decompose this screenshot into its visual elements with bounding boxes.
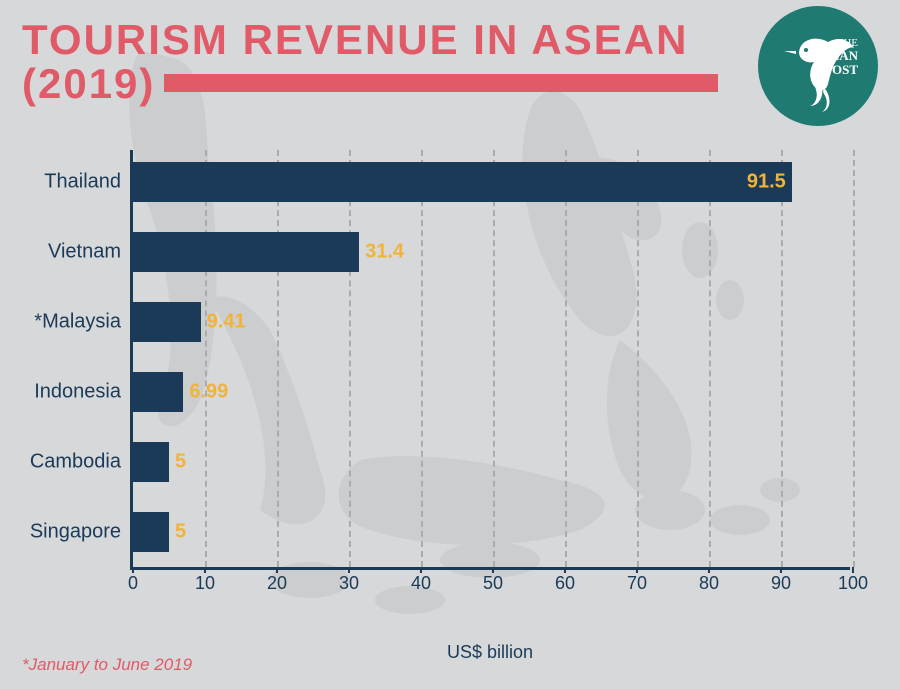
x-tick-label: 10: [195, 573, 215, 594]
bar-row: Vietnam31.4: [133, 232, 359, 272]
x-tick-label: 40: [411, 573, 431, 594]
plot-area: 0102030405060708090100Thailand91.5Vietna…: [130, 150, 850, 570]
logo-text-bot: POST: [824, 62, 858, 77]
title-line-2: (2019): [22, 60, 155, 107]
x-tick-label: 50: [483, 573, 503, 594]
grid-line: [781, 150, 783, 567]
logo-text-mid: ASEAN: [814, 48, 859, 63]
grid-line: [421, 150, 423, 567]
x-tick-label: 100: [838, 573, 868, 594]
bar: 31.4: [133, 232, 359, 272]
bar-row: Cambodia5: [133, 442, 169, 482]
title-line-1: TOURISM REVENUE IN ASEAN: [22, 16, 688, 63]
grid-line: [277, 150, 279, 567]
title-accent-bar: [164, 74, 718, 92]
x-tick-label: 90: [771, 573, 791, 594]
x-axis-title: US$ billion: [447, 642, 533, 663]
x-tick-label: 30: [339, 573, 359, 594]
bar: 9.41: [133, 302, 201, 342]
bar-row: Thailand91.5: [133, 162, 792, 202]
category-label: Singapore: [30, 521, 121, 544]
bar-value-label: 5: [175, 521, 186, 544]
grid-line: [565, 150, 567, 567]
bar-row: *Malaysia9.41: [133, 302, 201, 342]
bar: 91.5: [133, 162, 792, 202]
category-label: Cambodia: [30, 451, 121, 474]
grid-line: [493, 150, 495, 567]
bar-row: Singapore5: [133, 512, 169, 552]
grid-line: [709, 150, 711, 567]
x-tick-label: 70: [627, 573, 647, 594]
category-label: Vietnam: [48, 241, 121, 264]
category-label: *Malaysia: [34, 311, 121, 334]
bar-value-label: 6.99: [189, 381, 228, 404]
x-tick-label: 60: [555, 573, 575, 594]
bar-value-label: 9.41: [207, 311, 246, 334]
footnote: *January to June 2019: [22, 655, 192, 675]
bar-chart: 0102030405060708090100Thailand91.5Vietna…: [130, 150, 850, 610]
grid-line: [853, 150, 855, 567]
grid-line: [205, 150, 207, 567]
bar: 5: [133, 442, 169, 482]
x-tick-label: 0: [128, 573, 138, 594]
bar: 6.99: [133, 372, 183, 412]
bar-value-label: 5: [175, 451, 186, 474]
grid-line: [349, 150, 351, 567]
header: TOURISM REVENUE IN ASEAN (2019): [22, 18, 878, 106]
grid-line: [637, 150, 639, 567]
bar-value-label: 91.5: [747, 171, 786, 194]
chart-title: TOURISM REVENUE IN ASEAN (2019): [22, 18, 878, 106]
x-tick-label: 80: [699, 573, 719, 594]
category-label: Indonesia: [34, 381, 121, 404]
bar-value-label: 31.4: [365, 241, 404, 264]
bar: 5: [133, 512, 169, 552]
bar-row: Indonesia6.99: [133, 372, 183, 412]
asean-post-logo: THE ASEAN POST: [758, 6, 878, 126]
category-label: Thailand: [44, 171, 121, 194]
x-tick-label: 20: [267, 573, 287, 594]
